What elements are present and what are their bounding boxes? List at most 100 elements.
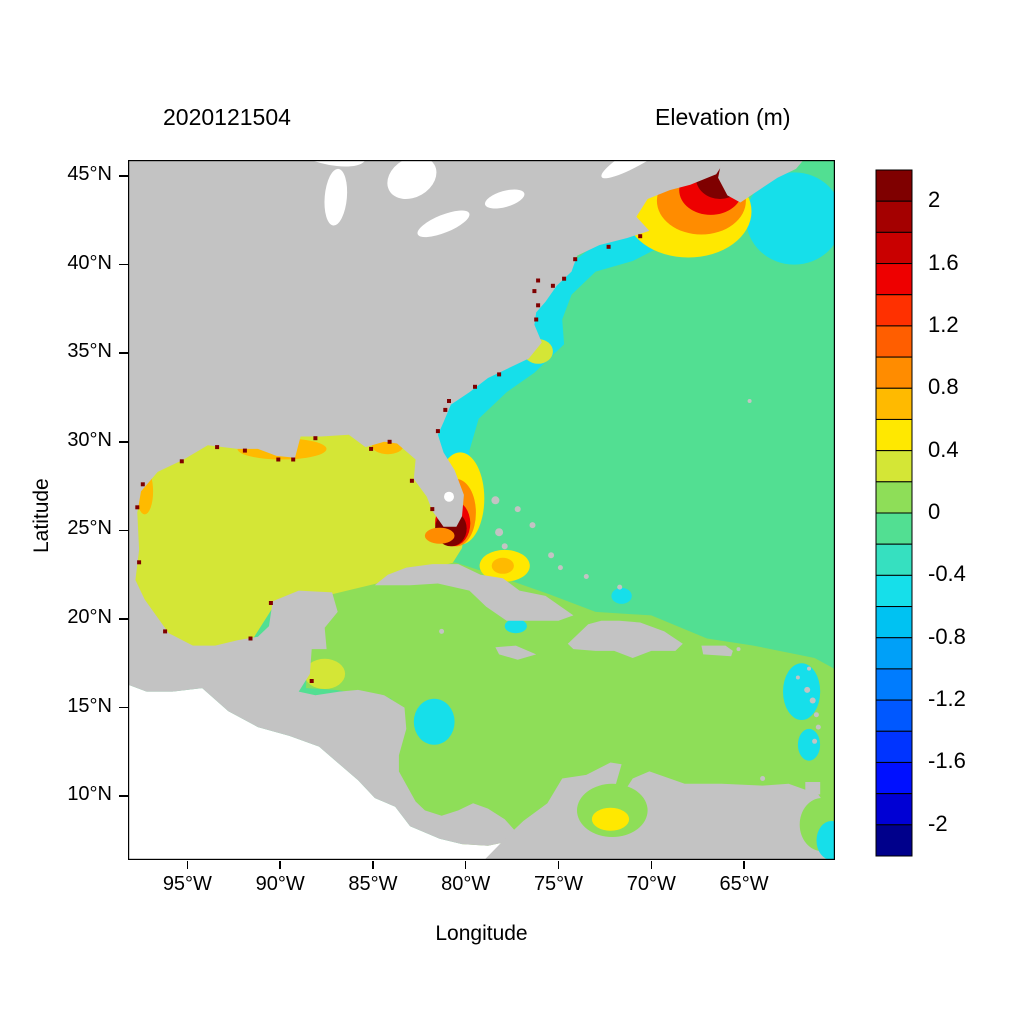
map-lake <box>484 189 525 209</box>
region-gulf-of-mexico <box>128 427 466 664</box>
colorbar-cell <box>875 200 913 233</box>
region-scotian-shelf <box>746 172 835 265</box>
x-tick-label: 80°W <box>441 873 491 895</box>
region-orinoco-mouth <box>816 821 835 860</box>
y-tick-label: 35°N <box>67 340 112 363</box>
map-land <box>718 160 804 203</box>
map-land <box>815 724 821 730</box>
colorbar-cell <box>875 543 913 576</box>
y-axis-label: Latitude <box>30 478 53 553</box>
region-coastal-peaks <box>497 372 502 377</box>
map-lake <box>601 160 679 179</box>
region-gulf-of-honduras <box>304 658 346 689</box>
map-land <box>495 528 504 537</box>
colorbar-tick-label: 1.6 <box>928 249 959 275</box>
colorbar-cell <box>875 699 913 732</box>
x-tick-label: 90°W <box>255 873 305 895</box>
region-nicaragua-rise <box>413 698 455 745</box>
x-axis-label: Longitude <box>435 922 528 945</box>
y-tick-label: 40°N <box>67 251 112 274</box>
region-coastal-peaks <box>309 679 314 683</box>
map-land <box>374 564 574 621</box>
colorbar <box>875 169 913 857</box>
timestamp-title: 2020121504 <box>163 104 291 130</box>
region-coastal-peaks <box>534 317 539 322</box>
map-land <box>805 782 821 795</box>
colorbar-cell <box>875 356 913 389</box>
map-land <box>128 160 726 860</box>
colorbar-cell <box>875 606 913 639</box>
map-land <box>491 496 500 505</box>
colorbar-tick-label: -0.4 <box>928 561 966 587</box>
region-coastal-peaks <box>313 436 318 441</box>
region-coastal-peaks <box>137 560 142 565</box>
region-coastal-peaks <box>291 457 296 462</box>
region-coastal-peaks <box>179 459 184 464</box>
map-lake <box>324 168 348 226</box>
region-coastal-peaks <box>703 182 708 187</box>
colorbar-cell <box>875 263 913 296</box>
map-land <box>495 645 537 660</box>
y-tick-mark <box>119 529 128 532</box>
plot-frame <box>128 160 835 860</box>
colorbar-tick-label: 0 <box>928 499 941 524</box>
region-coastal-peaks <box>140 482 145 487</box>
region-coastal-peaks <box>163 629 168 634</box>
region-coastal-peaks <box>430 507 435 512</box>
map-land <box>583 574 589 579</box>
x-tick-label: 65°W <box>719 873 769 895</box>
map-land <box>804 686 811 693</box>
colorbar-tick-label: -1.6 <box>928 748 966 774</box>
y-tick-label: 25°N <box>67 517 112 540</box>
map-land <box>557 565 563 571</box>
colorbar-tick-label: 1.2 <box>928 311 959 337</box>
colorbar-tick-label: 2 <box>928 187 941 213</box>
map-lake <box>444 491 454 502</box>
map-land <box>617 584 623 590</box>
map-land <box>501 543 508 550</box>
colorbar-title: Elevation (m) <box>655 104 791 130</box>
x-tick-mark <box>650 861 653 869</box>
y-tick-mark <box>119 706 128 709</box>
y-tick-label: 30°N <box>67 428 112 451</box>
region-coastal-peaks <box>443 407 448 412</box>
y-tick-mark <box>119 795 128 797</box>
colorbar-cell <box>875 512 913 545</box>
region-windward-cuba <box>504 619 527 634</box>
region-coastal-peaks <box>573 257 578 262</box>
x-tick-mark <box>279 861 281 869</box>
map-land <box>812 738 818 744</box>
colorbar-cell <box>875 793 913 826</box>
map-land <box>514 506 521 513</box>
map-outside <box>128 684 505 860</box>
y-tick-label: 10°N <box>67 783 112 806</box>
region-coastal-peaks <box>369 446 374 451</box>
region-coastal-peaks <box>447 399 451 403</box>
region-coastal-peaks <box>215 445 220 450</box>
region-coastal-peaks <box>242 448 247 453</box>
y-tick-mark <box>119 175 128 177</box>
region-coastal-peaks <box>562 276 567 281</box>
map-land <box>747 399 752 403</box>
region-coastal-peaks <box>248 636 253 641</box>
region-coastal-peaks <box>550 283 555 288</box>
x-tick-mark <box>464 861 467 869</box>
y-tick-label: 20°N <box>67 605 112 628</box>
colorbar-tick-label: -1.2 <box>928 686 966 712</box>
map-canvas <box>128 160 835 860</box>
region-coastal-peaks <box>268 601 273 605</box>
map-land <box>567 620 683 658</box>
region-lake-maracaibo <box>591 807 630 831</box>
region-coastal-peaks <box>135 505 140 510</box>
colorbar-cell <box>875 294 913 327</box>
x-tick-label: 85°W <box>348 873 398 895</box>
map-land <box>484 762 835 860</box>
colorbar-cell <box>875 169 913 202</box>
x-tick-mark <box>557 861 560 869</box>
y-tick-mark <box>119 263 128 266</box>
colorbar-tick-label: -0.8 <box>928 623 966 649</box>
colorbar-cell <box>875 730 913 763</box>
colorbar-cell <box>875 574 913 608</box>
map-land <box>439 628 445 634</box>
